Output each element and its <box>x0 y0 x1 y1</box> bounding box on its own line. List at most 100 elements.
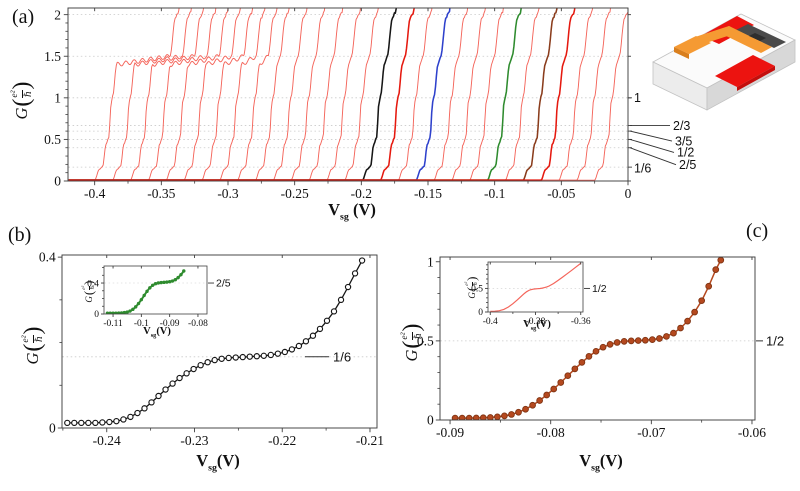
tick-label: -0.08 <box>537 425 565 440</box>
conductance-traces <box>68 8 628 181</box>
data-point <box>134 409 141 417</box>
data-point <box>114 311 118 314</box>
tick-label: -0.2 <box>351 186 372 201</box>
nanotube-segment <box>749 33 766 41</box>
axis-ticks: -0.4 -0.38 -0.36 0 0.5 <box>471 262 591 327</box>
data-point <box>627 337 635 345</box>
data-point <box>529 401 536 409</box>
e2-over-hbar-fraction: e² ℏ <box>9 90 34 98</box>
data-point <box>179 272 183 277</box>
conductance-trace <box>68 8 611 181</box>
panel-a-plot: -0.4 -0.35 -0.3 -0.25 -0.2 -0.15 -0.1 -0.05 0 0 0.… <box>44 7 696 201</box>
tick-label: -0.15 <box>414 186 442 201</box>
data-point <box>465 414 473 420</box>
data-series <box>490 262 582 312</box>
data-point <box>162 280 166 285</box>
fraction-annotations: 1 2/33/51/22/5 1/6 <box>628 91 696 175</box>
plot-frame <box>439 256 756 421</box>
axis-ticks: -0.4 -0.35 -0.3 -0.25 -0.2 -0.15 -0.1 -0.05 0 0 0.… <box>44 7 632 201</box>
panel-c-yaxis-title: G(e² ℏ) <box>398 323 425 362</box>
plot-frame <box>103 265 208 315</box>
data-point <box>159 280 163 285</box>
data-point <box>113 417 120 425</box>
tick-label: 0 <box>49 421 56 436</box>
tick-label: 0.5 <box>44 132 61 147</box>
data-point <box>351 270 359 277</box>
data-point <box>705 282 713 290</box>
data-point <box>211 356 218 364</box>
panel-c-letter: (c) <box>746 220 769 242</box>
data-point <box>472 414 480 420</box>
data-point <box>131 307 135 312</box>
data-point <box>182 269 186 273</box>
xlabel-symbol: V <box>328 200 341 219</box>
tick-label: 0 <box>54 174 61 189</box>
gate-bar <box>718 26 772 53</box>
data-point <box>585 353 593 360</box>
conductance-trace-red <box>490 262 582 312</box>
panel-b-inset-xaxis-title: Vsg(V) <box>143 326 171 340</box>
tick-label: -0.35 <box>147 186 175 201</box>
tick-label: 0.5 <box>417 333 434 348</box>
tick-label: -0.08 <box>188 319 208 329</box>
plateau-fraction-label: 1 <box>634 91 641 105</box>
conductance-trace <box>68 8 433 181</box>
data-point <box>302 338 310 345</box>
data-point <box>281 348 289 356</box>
conductance-trace <box>68 8 241 181</box>
conductance-trace <box>68 8 278 181</box>
plateau-fraction-label: 2/5 <box>216 278 231 290</box>
data-point <box>165 280 169 284</box>
tick-label: -0.09 <box>160 319 180 329</box>
tick-label: -0.07 <box>637 425 665 440</box>
data-point <box>153 282 158 286</box>
conductance-trace <box>68 8 254 181</box>
data-point <box>155 392 162 400</box>
data-point <box>106 418 113 426</box>
data-point <box>323 317 331 324</box>
data-point <box>119 311 124 314</box>
data-point <box>173 278 178 282</box>
panel-b-letter: (b) <box>8 224 32 246</box>
panel-a-xaxis-title: Vsg (V) <box>292 200 412 222</box>
data-point <box>148 286 152 290</box>
data-point <box>197 362 204 369</box>
data-point <box>613 339 621 346</box>
data-point <box>684 317 691 325</box>
tick-label: 0 <box>478 308 483 318</box>
tick-label: 0 <box>94 310 99 320</box>
data-point <box>133 305 138 309</box>
data-point <box>458 414 466 420</box>
data-point <box>218 355 225 362</box>
data-point <box>145 289 149 294</box>
conductance-trace-brown <box>455 259 722 419</box>
data-point <box>515 408 522 416</box>
conductance-trace <box>68 8 379 181</box>
data-point <box>274 350 282 357</box>
data-point <box>92 419 99 427</box>
tick-label: -0.1 <box>134 319 149 329</box>
plateau-fraction-label: 1/6 <box>634 161 651 175</box>
data-point <box>78 419 85 427</box>
conductance-trace <box>68 12 628 181</box>
conductance-trace <box>68 8 180 181</box>
tick-label: -0.22 <box>268 433 296 448</box>
data-series <box>64 257 366 427</box>
data-point <box>232 354 239 361</box>
data-point <box>656 335 663 342</box>
data-point <box>578 359 586 366</box>
data-point <box>125 310 129 314</box>
data-point <box>663 333 670 340</box>
data-point <box>641 336 649 344</box>
panel-c-inset-yaxis-title: G(e² ℏ) <box>464 276 479 299</box>
tick-label: -0.25 <box>281 186 309 201</box>
conductance-trace-black <box>67 260 363 424</box>
tick-label: 1.5 <box>44 49 61 64</box>
data-point <box>337 296 345 304</box>
tick-label: -0.4 <box>84 186 106 201</box>
tick-label: -0.05 <box>547 186 575 201</box>
data-point <box>127 413 134 421</box>
tick-label: -0.38 <box>526 317 546 327</box>
